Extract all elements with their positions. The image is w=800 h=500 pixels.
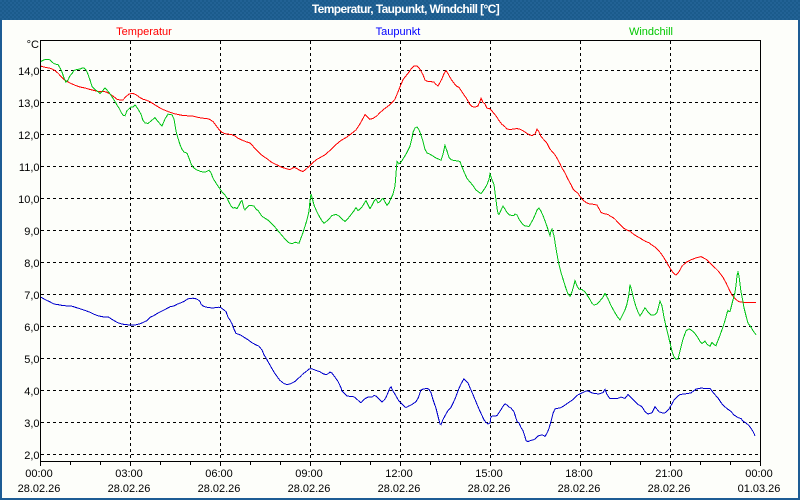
svg-text:12,0: 12,0 bbox=[18, 130, 39, 142]
svg-text:14,0: 14,0 bbox=[18, 66, 39, 78]
svg-text:28.02.26: 28.02.26 bbox=[648, 483, 691, 495]
svg-text:01.03.26: 01.03.26 bbox=[738, 483, 781, 495]
svg-text:Windchill: Windchill bbox=[629, 26, 673, 38]
svg-text:00:00: 00:00 bbox=[745, 468, 773, 480]
svg-text:28.02.26: 28.02.26 bbox=[108, 483, 151, 495]
svg-text:00:00: 00:00 bbox=[25, 468, 53, 480]
svg-text:18:00: 18:00 bbox=[565, 468, 593, 480]
svg-text:2,0: 2,0 bbox=[24, 450, 39, 462]
svg-text:7,0: 7,0 bbox=[24, 290, 39, 302]
svg-text:06:00: 06:00 bbox=[205, 468, 233, 480]
svg-text:15:00: 15:00 bbox=[475, 468, 503, 480]
svg-text:28.02.26: 28.02.26 bbox=[468, 483, 511, 495]
svg-text:4,0: 4,0 bbox=[24, 386, 39, 398]
svg-text:9,0: 9,0 bbox=[24, 226, 39, 238]
svg-text:09:00: 09:00 bbox=[295, 468, 323, 480]
svg-text:6,0: 6,0 bbox=[24, 322, 39, 334]
svg-text:12:00: 12:00 bbox=[385, 468, 413, 480]
svg-text:28.02.26: 28.02.26 bbox=[288, 483, 331, 495]
svg-text:°C: °C bbox=[27, 39, 39, 51]
svg-text:28.02.26: 28.02.26 bbox=[18, 483, 61, 495]
svg-text:13,0: 13,0 bbox=[18, 98, 39, 110]
svg-text:Temperatur: Temperatur bbox=[116, 26, 172, 38]
svg-text:10,0: 10,0 bbox=[18, 194, 39, 206]
svg-text:8,0: 8,0 bbox=[24, 258, 39, 270]
svg-text:5,0: 5,0 bbox=[24, 354, 39, 366]
svg-text:3,0: 3,0 bbox=[24, 418, 39, 430]
svg-text:21:00: 21:00 bbox=[655, 468, 683, 480]
svg-text:11,0: 11,0 bbox=[19, 162, 40, 174]
svg-text:Taupunkt: Taupunkt bbox=[376, 26, 421, 38]
svg-text:03:00: 03:00 bbox=[115, 468, 143, 480]
svg-text:28.02.26: 28.02.26 bbox=[198, 483, 241, 495]
svg-text:28.02.26: 28.02.26 bbox=[378, 483, 421, 495]
svg-text:28.02.26: 28.02.26 bbox=[558, 483, 601, 495]
